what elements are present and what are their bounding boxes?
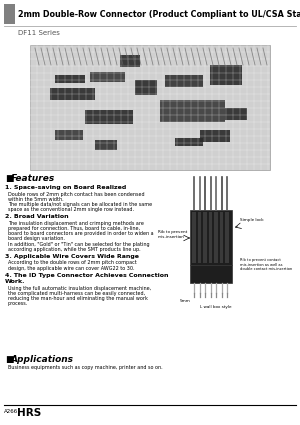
Text: A266: A266 [4, 409, 18, 414]
Bar [175, 138, 203, 146]
Bar [214, 212, 217, 263]
Text: Using the full automatic insulation displacement machine,: Using the full automatic insulation disp… [8, 286, 151, 291]
Text: 2. Broad Variation: 2. Broad Variation [5, 214, 69, 219]
Bar [190, 265, 232, 283]
Text: board design variation.: board design variation. [8, 236, 65, 241]
Bar [160, 100, 225, 122]
Text: reducing the man-hour and eliminating the manual work: reducing the man-hour and eliminating th… [8, 296, 148, 301]
Text: Double rows of 2mm pitch contact has been condensed: Double rows of 2mm pitch contact has bee… [8, 192, 145, 196]
Bar [95, 140, 117, 150]
Bar [55, 75, 85, 83]
Text: ■: ■ [5, 174, 14, 183]
Text: ■: ■ [5, 355, 14, 364]
Text: space as the conventional 2mm single row instead.: space as the conventional 2mm single row… [8, 207, 134, 212]
Bar [200, 130, 230, 142]
Text: The multiple data/not signals can be allocated in the same: The multiple data/not signals can be all… [8, 202, 152, 207]
Text: the complicated multi-harness can be easily connected,: the complicated multi-harness can be eas… [8, 291, 145, 296]
Text: Business equipments such as copy machine, printer and so on.: Business equipments such as copy machine… [8, 365, 163, 370]
Text: board to board connectors are provided in order to widen a: board to board connectors are provided i… [8, 231, 154, 236]
Bar [135, 80, 157, 95]
Bar [4, 4, 15, 24]
Text: According to the double rows of 2mm pitch compact: According to the double rows of 2mm pitc… [8, 261, 137, 266]
Text: 1. Space-saving on Board Realized: 1. Space-saving on Board Realized [5, 185, 126, 190]
Bar [203, 212, 206, 263]
Bar [190, 210, 232, 265]
Text: The insulation displacement and crimping methods are: The insulation displacement and crimping… [8, 221, 144, 226]
Bar [210, 65, 242, 85]
Bar [225, 212, 229, 263]
Text: DF11 Series: DF11 Series [18, 30, 60, 36]
Bar [208, 212, 212, 263]
Text: 4. The ID Type Connector Achieves Connection: 4. The ID Type Connector Achieves Connec… [5, 273, 169, 278]
Bar [30, 45, 270, 170]
Text: HRS: HRS [17, 408, 41, 418]
Text: Work.: Work. [5, 279, 26, 284]
Bar [197, 212, 201, 263]
Text: Rib to prevent contact
mis-insertion as well as
double contact mis-insertion: Rib to prevent contact mis-insertion as … [240, 258, 292, 271]
Text: 3. Applicable Wire Covers Wide Range: 3. Applicable Wire Covers Wide Range [5, 254, 139, 259]
Bar [220, 212, 223, 263]
Text: In addition, "Gold" or "Tin" can be selected for the plating: In addition, "Gold" or "Tin" can be sele… [8, 241, 150, 246]
Text: within the 5mm width.: within the 5mm width. [8, 197, 64, 202]
Text: L wall box style: L wall box style [200, 305, 232, 309]
Bar [225, 108, 247, 120]
Bar [50, 88, 95, 100]
Text: according application, while the SMT products line up.: according application, while the SMT pro… [8, 247, 141, 252]
Text: Features: Features [11, 174, 55, 183]
Text: Rib to prevent
mis-insertion: Rib to prevent mis-insertion [158, 230, 187, 238]
Text: process.: process. [8, 301, 28, 306]
Bar [120, 55, 140, 67]
Text: 5mm: 5mm [180, 299, 191, 303]
Bar [192, 212, 196, 263]
Text: prepared for connection. Thus, board to cable, in-line,: prepared for connection. Thus, board to … [8, 226, 140, 231]
Text: 2mm Double-Row Connector (Product Compliant to UL/CSA Standard): 2mm Double-Row Connector (Product Compli… [18, 9, 300, 19]
Text: Simple lock: Simple lock [240, 218, 264, 222]
Bar [85, 110, 133, 124]
Bar [90, 72, 125, 82]
Bar [55, 130, 83, 140]
Bar [165, 75, 203, 87]
Text: Applications: Applications [11, 355, 74, 364]
Text: design, the applicable wire can cover AWG22 to 30.: design, the applicable wire can cover AW… [8, 266, 134, 271]
